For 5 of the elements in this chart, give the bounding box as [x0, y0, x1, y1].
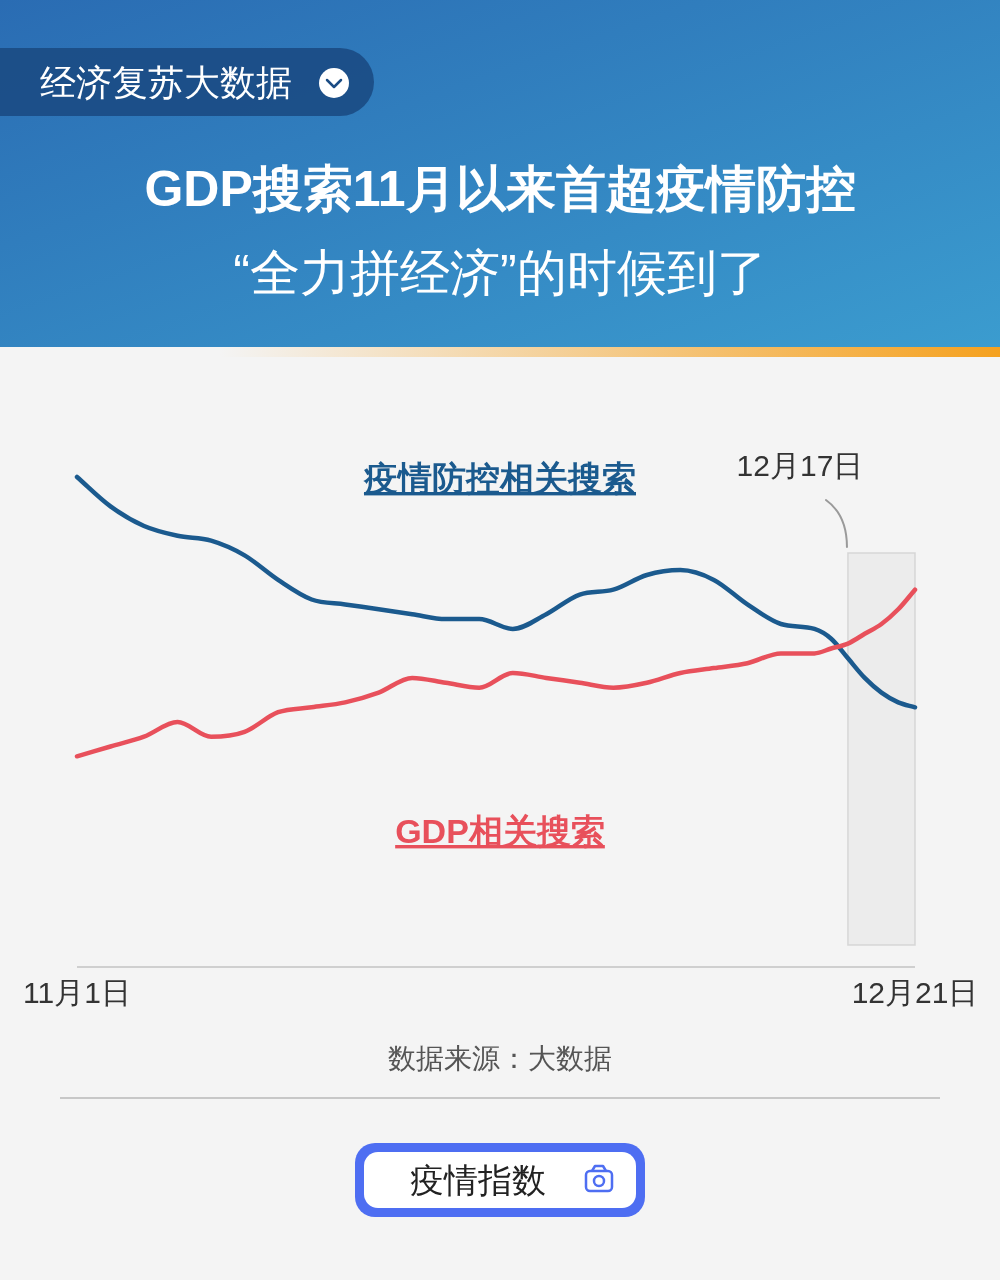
annotation: 经济复苏大数据	[40, 62, 292, 103]
subtitle: “全力拼经济”的时候到了	[233, 245, 767, 301]
title: GDP搜索11月以来首超疫情防控	[144, 161, 856, 217]
annotation: 疫情指数	[410, 1161, 546, 1199]
annotation: 数据来源：大数据	[388, 1043, 612, 1074]
